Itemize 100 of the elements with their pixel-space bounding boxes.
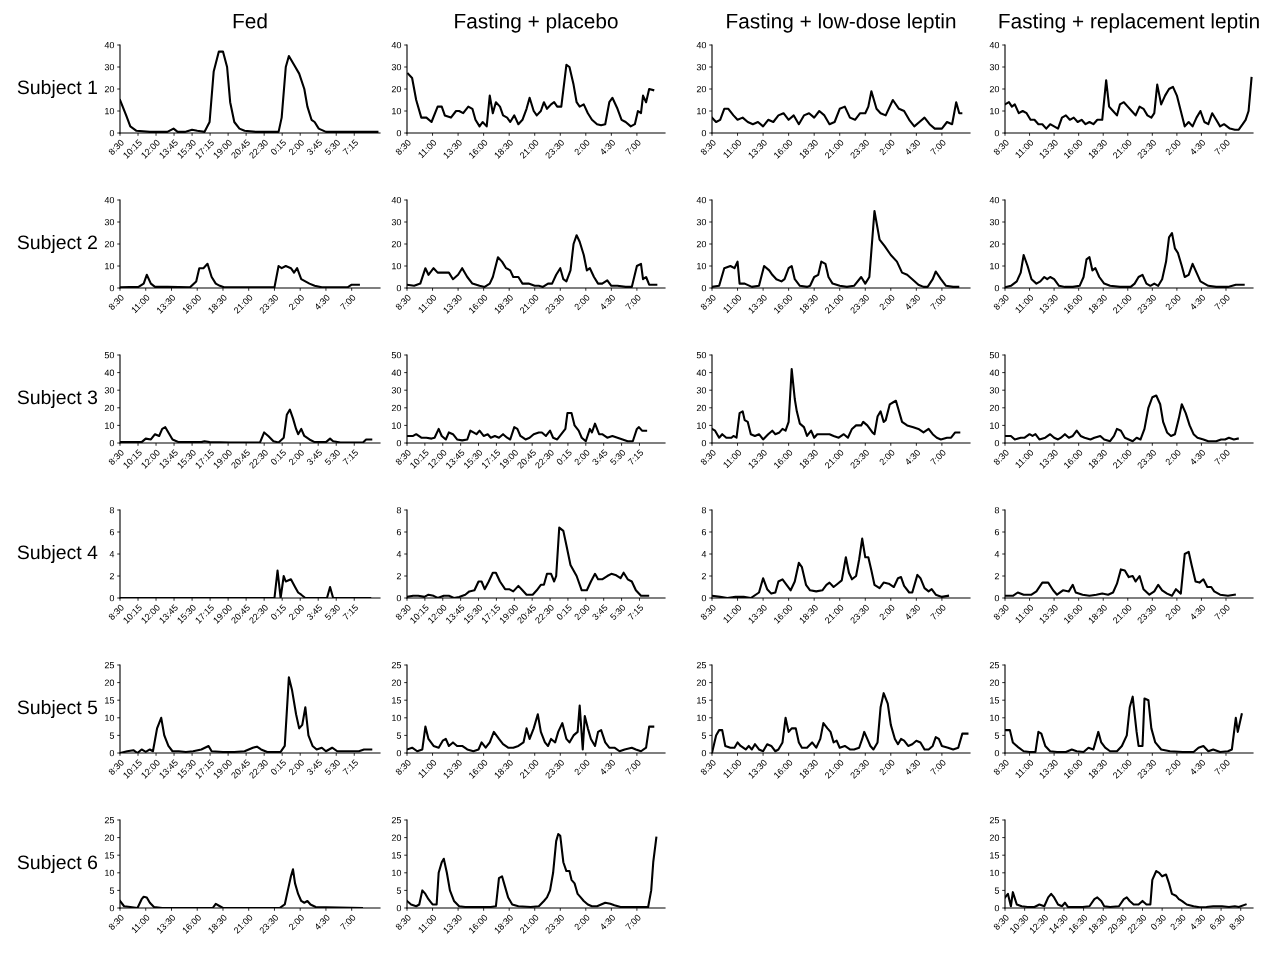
y-tick-label: 0 bbox=[109, 284, 115, 292]
y-tick-label: 20 bbox=[391, 834, 402, 841]
chart-title: Fasting + low-dose leptin bbox=[727, 13, 956, 33]
x-tick-label: 5:30 bbox=[324, 138, 341, 156]
y-tick-label: 30 bbox=[391, 387, 402, 394]
x-tick-label: 8:30 bbox=[108, 138, 125, 156]
y-tick-label: 6 bbox=[109, 528, 115, 536]
y-tick-label: 40 bbox=[391, 196, 402, 204]
y-tick-label: 0 bbox=[701, 439, 707, 447]
chart-title: Fasting + replacement leptin bbox=[999, 13, 1259, 33]
y-tick-label: 15 bbox=[105, 697, 115, 704]
y-tick-label: 50 bbox=[696, 351, 707, 359]
y-tick-label: 10 bbox=[697, 262, 707, 270]
x-tick-label: 5:30 bbox=[324, 758, 341, 776]
x-tick-label: 7:00 bbox=[1214, 448, 1231, 466]
y-tick-label: 10 bbox=[697, 714, 707, 722]
x-tick-label: 4:30 bbox=[904, 448, 921, 466]
y-tick-label: 0 bbox=[994, 439, 1000, 447]
x-tick-label: 4:30 bbox=[599, 758, 616, 776]
x-tick-label: 4:30 bbox=[313, 913, 331, 931]
y-tick-label: 20 bbox=[989, 404, 1000, 412]
y-tick-label: 30 bbox=[391, 63, 402, 71]
y-tick-label: 40 bbox=[989, 41, 1000, 49]
y-tick-label: 5 bbox=[109, 732, 115, 739]
x-tick-label: 8:30 bbox=[993, 758, 1010, 776]
y-tick-label: 20 bbox=[696, 85, 707, 93]
y-tick-label: 15 bbox=[392, 852, 402, 859]
y-tick-label: 6 bbox=[396, 528, 402, 536]
y-tick-label: 10 bbox=[697, 107, 707, 115]
y-tick-label: 0 bbox=[109, 904, 115, 912]
y-tick-label: 40 bbox=[989, 196, 1000, 204]
y-tick-label: 6 bbox=[994, 528, 1000, 536]
x-tick-label: 7:00 bbox=[929, 603, 947, 621]
y-tick-label: 5 bbox=[396, 732, 402, 739]
y-tick-label: 0 bbox=[994, 284, 1000, 292]
y-tick-label: 5 bbox=[994, 732, 1000, 739]
y-tick-label: 20 bbox=[696, 404, 707, 412]
x-tick-label: 4:30 bbox=[1189, 758, 1206, 776]
y-tick-label: 20 bbox=[104, 679, 115, 686]
x-tick-label: 0:30 bbox=[1150, 913, 1167, 931]
x-tick-label: 2:00 bbox=[288, 603, 305, 621]
x-tick-label: 8:30 bbox=[700, 758, 717, 776]
y-tick-label: 10 bbox=[392, 422, 402, 429]
y-tick-label: 15 bbox=[697, 697, 707, 704]
x-tick-label: 4:30 bbox=[1189, 603, 1206, 621]
y-tick-label: 20 bbox=[696, 240, 707, 248]
y-tick-label: 20 bbox=[104, 834, 115, 841]
x-tick-label: 7:00 bbox=[1214, 293, 1231, 311]
y-tick-label: 40 bbox=[696, 369, 707, 376]
x-tick-label: 8:30 bbox=[700, 293, 717, 311]
x-tick-label: 5:30 bbox=[324, 448, 341, 466]
x-tick-label: 8:30 bbox=[108, 603, 125, 621]
y-tick-label: 4 bbox=[109, 551, 115, 558]
y-tick-label: 10 bbox=[105, 869, 115, 877]
x-tick-label: 2:00 bbox=[878, 448, 896, 466]
y-tick-label: 40 bbox=[696, 41, 707, 49]
y-tick-label: 2 bbox=[109, 572, 114, 580]
y-axis-title: Subject 2 bbox=[17, 234, 97, 254]
x-tick-label: 2:00 bbox=[573, 293, 591, 311]
x-tick-label: 8:30 bbox=[700, 603, 717, 621]
y-tick-label: 40 bbox=[391, 369, 402, 376]
y-tick-label: 25 bbox=[104, 816, 115, 824]
y-tick-label: 4 bbox=[396, 551, 402, 558]
x-tick-label: 7:00 bbox=[339, 293, 357, 311]
x-tick-label: 4:30 bbox=[599, 913, 616, 931]
x-tick-label: 7:00 bbox=[624, 913, 642, 931]
y-axis-title: Subject 3 bbox=[17, 389, 98, 409]
y-tick-label: 0 bbox=[396, 284, 402, 292]
y-tick-label: 40 bbox=[104, 196, 115, 204]
y-tick-label: 0 bbox=[994, 594, 1000, 602]
x-tick-label: 4:30 bbox=[1189, 913, 1206, 931]
x-tick-label: 2:00 bbox=[288, 758, 305, 776]
y-tick-label: 20 bbox=[696, 679, 707, 686]
y-tick-label: 0 bbox=[701, 594, 707, 602]
y-tick-label: 25 bbox=[696, 661, 707, 669]
x-tick-label: 8:30 bbox=[395, 913, 412, 931]
y-tick-label: 25 bbox=[391, 816, 402, 824]
y-tick-label: 0 bbox=[109, 439, 115, 447]
x-tick-label: 2:00 bbox=[1164, 138, 1182, 156]
x-tick-label: 7:00 bbox=[624, 138, 642, 156]
x-tick-label: 2:00 bbox=[288, 293, 305, 311]
x-tick-label: 7:00 bbox=[929, 293, 947, 311]
x-tick-label: 7:00 bbox=[1214, 603, 1231, 621]
y-tick-label: 20 bbox=[989, 834, 1000, 841]
x-tick-label: 8:30 bbox=[108, 913, 125, 931]
y-tick-label: 0 bbox=[396, 904, 402, 912]
y-tick-label: 5 bbox=[994, 887, 1000, 894]
x-tick-label: 4:30 bbox=[904, 758, 921, 776]
x-tick-label: 2:00 bbox=[1164, 448, 1182, 466]
x-tick-label: 7:00 bbox=[339, 913, 357, 931]
y-tick-label: 50 bbox=[989, 351, 1000, 359]
y-tick-label: 0 bbox=[109, 594, 115, 602]
y-tick-label: 10 bbox=[392, 714, 402, 722]
y-tick-label: 10 bbox=[990, 869, 1000, 877]
x-tick-label: 2:00 bbox=[573, 913, 591, 931]
x-tick-label: 4:30 bbox=[313, 293, 331, 311]
y-tick-label: 8 bbox=[396, 506, 402, 514]
x-tick-label: 2:00 bbox=[878, 293, 896, 311]
y-tick-label: 15 bbox=[990, 697, 1000, 704]
x-tick-label: 4:30 bbox=[599, 293, 616, 311]
